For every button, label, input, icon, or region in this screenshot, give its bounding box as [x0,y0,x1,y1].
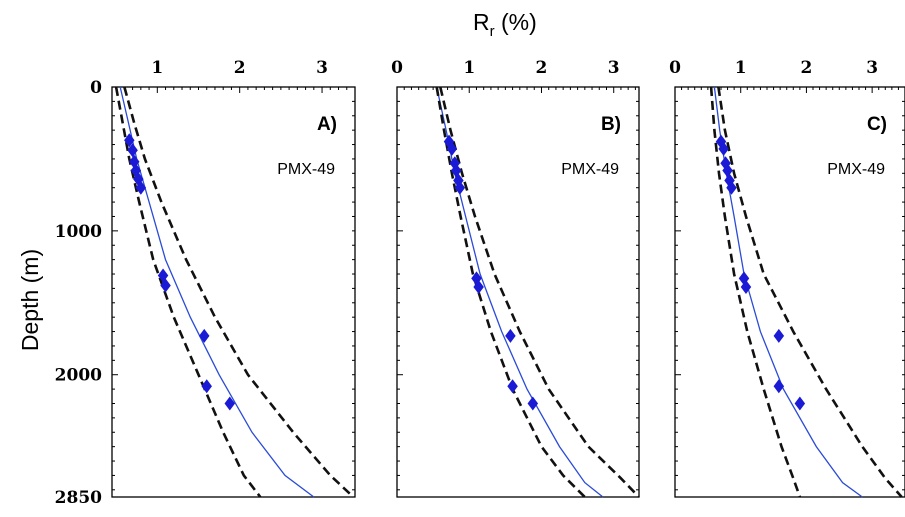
data-point-marker [773,328,785,343]
upper-bound-line [439,86,640,498]
y-tick-label: 0 [90,78,102,98]
panels-group: 1 2 3 0 1000 2000 2850 A) PMX-49 0 1 2 3 B) PMX-49 0 1 2 3… [55,58,905,508]
well-label: PMX-49 [827,161,885,178]
x-axis-title-subscript: r [490,23,495,40]
y-tick-label: 2000 [55,366,102,386]
data-point-marker [135,180,147,195]
x-tick-label: 2 [536,58,548,78]
data-point-marker [224,396,236,411]
plot-frame [111,86,356,498]
data-point-marker [740,279,752,294]
x-tick-label: 1 [463,58,475,78]
data-point-marker [726,180,737,195]
data-point-marker [718,141,729,156]
data-point-marker [527,396,539,411]
lower-bound-line [709,86,802,498]
data-point-marker [473,279,484,294]
data-point-marker [794,396,806,411]
x-tick-label: 1 [735,58,747,78]
data-point-marker [507,379,518,394]
plot-frame [674,86,905,498]
data-point-marker [450,163,462,178]
panel-3: 0 1 2 3 C) PMX-49 [669,58,905,498]
x-tick-label: 1 [151,58,163,78]
data-point-marker [160,278,171,293]
panel-label: C) [867,114,887,135]
y-tick-label: 1000 [55,222,102,242]
data-point-marker [722,163,733,178]
panel-label: B) [601,114,621,135]
data-point-marker [505,328,516,343]
x-tick-label: 3 [866,58,878,78]
x-axis-title: Rr (%) [473,9,537,40]
well-label: PMX-49 [277,161,335,178]
panel-2: 0 1 2 3 B) PMX-49 [391,58,640,498]
data-point-marker [446,141,458,156]
x-tick-label: 3 [608,58,620,78]
well-label: PMX-49 [561,161,619,178]
y-tick-label: 2850 [55,488,102,508]
x-tick-label: 2 [801,58,813,78]
y-axis-title: Depth (m) [17,249,43,351]
plot-frame [396,86,640,498]
x-tick-label: 2 [234,58,246,78]
data-point-marker [201,379,212,394]
x-axis-title-main: R [473,9,490,35]
data-point-marker [199,328,210,343]
x-tick-label: 3 [316,58,328,78]
x-axis-title-rest: (%) [495,9,537,35]
data-point-marker [127,143,138,158]
panel-label: A) [317,114,337,135]
x-tick-label: 0 [669,58,681,78]
panel-1: 1 2 3 0 1000 2000 2850 A) PMX-49 [55,58,356,508]
lower-bound-line [114,86,262,498]
data-point-marker [454,180,466,195]
x-tick-label: 0 [391,58,403,78]
upper-bound-line [717,86,903,498]
upper-bound-line [123,86,355,498]
data-point-marker [124,133,135,148]
data-point-marker [773,379,785,394]
lower-bound-line [435,86,586,498]
